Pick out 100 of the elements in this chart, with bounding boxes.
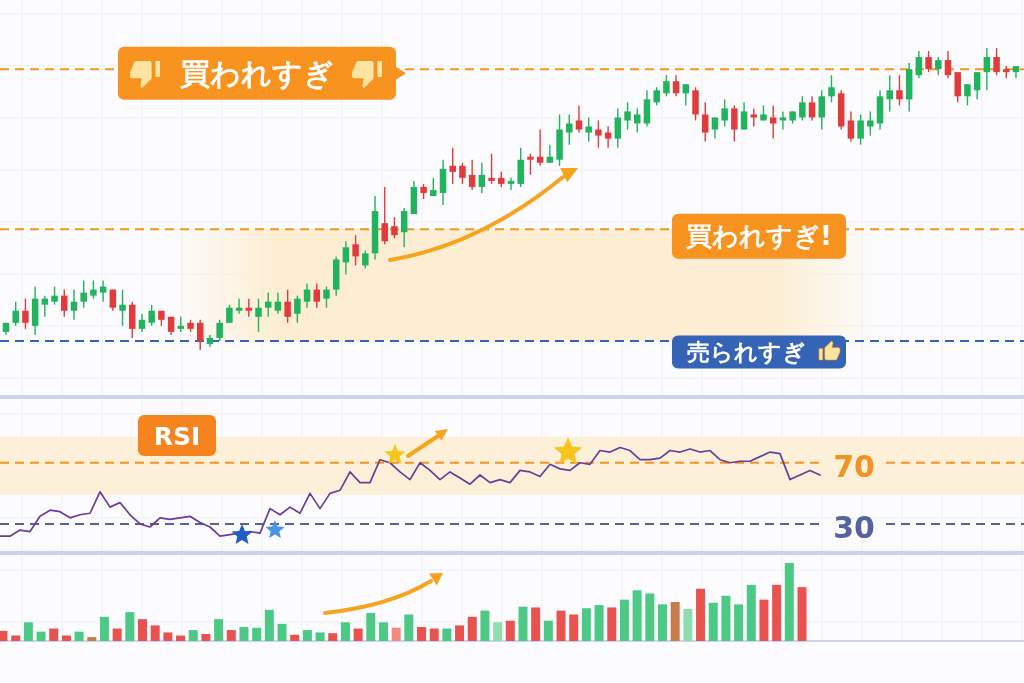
candlestick xyxy=(818,89,826,131)
bar xyxy=(632,590,642,641)
candlestick xyxy=(235,297,243,315)
candlestick xyxy=(915,50,923,79)
candlestick xyxy=(449,146,456,185)
candlestick xyxy=(847,110,855,143)
candlestick xyxy=(721,98,728,128)
candlestick xyxy=(828,74,835,104)
bar xyxy=(11,635,21,641)
candlestick xyxy=(303,282,311,309)
candlestick xyxy=(342,240,350,276)
bar xyxy=(645,593,655,641)
candlestick xyxy=(566,113,573,146)
candlestick xyxy=(653,86,660,107)
candlestick xyxy=(430,177,437,197)
bar xyxy=(328,633,338,641)
candlestick xyxy=(799,95,806,122)
ref-line-label: 買われすぎ! xyxy=(686,221,832,252)
candlestick xyxy=(313,282,321,309)
candlestick xyxy=(488,153,495,185)
bar xyxy=(315,632,325,641)
candlestick xyxy=(614,107,622,149)
candlestick xyxy=(264,291,272,318)
candlestick xyxy=(41,294,49,318)
y-tick-label: 70 xyxy=(833,449,875,485)
bar xyxy=(505,620,515,641)
candlestick xyxy=(507,177,515,191)
bar xyxy=(531,607,541,641)
bar xyxy=(138,619,148,641)
candlestick xyxy=(857,113,864,146)
bar xyxy=(607,607,617,641)
candlestick xyxy=(808,95,816,122)
candlestick xyxy=(585,116,592,143)
bar xyxy=(683,609,693,641)
candlestick xyxy=(245,297,253,318)
candlestick xyxy=(294,294,301,324)
candlestick xyxy=(400,207,408,249)
bar xyxy=(239,626,249,641)
ref-line-label: 買われすぎ xyxy=(180,55,334,91)
bar xyxy=(176,635,186,641)
candlestick xyxy=(138,313,146,333)
bar xyxy=(61,635,71,641)
bar xyxy=(277,623,287,641)
candlestick xyxy=(226,304,233,324)
candlestick xyxy=(148,304,155,327)
bar xyxy=(797,587,807,641)
bar xyxy=(746,584,756,641)
bar xyxy=(366,612,376,641)
candlestick xyxy=(536,128,544,167)
candlestick xyxy=(284,288,291,324)
bar xyxy=(290,634,300,641)
candlestick xyxy=(925,50,932,73)
candlestick xyxy=(711,116,719,140)
text: RSI xyxy=(153,421,201,450)
candlestick xyxy=(468,159,476,191)
bar xyxy=(696,588,706,641)
candlestick xyxy=(196,319,204,351)
bar xyxy=(36,631,46,641)
candlestick xyxy=(99,279,107,303)
candlestick xyxy=(177,316,185,333)
bar xyxy=(556,610,566,641)
candlestick xyxy=(663,74,670,98)
candlestick xyxy=(750,107,758,128)
bar xyxy=(734,604,744,641)
candlestick xyxy=(886,74,893,113)
candlestick xyxy=(12,300,19,327)
bar xyxy=(150,625,160,641)
bar xyxy=(569,614,579,641)
candlestick xyxy=(867,110,874,137)
candlestick xyxy=(604,125,612,149)
bar xyxy=(23,622,33,641)
ref-line-label: 売られすぎ xyxy=(686,338,806,365)
candlestick xyxy=(993,47,1000,76)
candlestick xyxy=(672,74,680,98)
candlestick xyxy=(935,56,942,76)
bar xyxy=(74,631,84,641)
bar xyxy=(99,616,109,641)
candlestick xyxy=(459,162,466,185)
candlestick xyxy=(575,104,583,134)
candlestick xyxy=(944,50,952,79)
candlestick xyxy=(323,285,330,309)
bar xyxy=(657,604,667,641)
bar xyxy=(708,602,718,641)
candlestick xyxy=(216,319,223,342)
bar xyxy=(772,584,782,641)
bar xyxy=(784,563,794,641)
bar xyxy=(214,619,224,641)
candlestick xyxy=(22,297,29,330)
bar xyxy=(340,622,350,641)
bar xyxy=(493,622,503,641)
bar xyxy=(429,628,439,641)
bar xyxy=(759,599,769,641)
candlestick xyxy=(731,104,738,143)
bar xyxy=(378,622,388,641)
candlestick xyxy=(595,119,602,149)
bar xyxy=(188,630,198,641)
bar xyxy=(201,633,211,641)
bar xyxy=(163,632,173,641)
candlestick xyxy=(352,234,359,267)
candlestick xyxy=(70,288,78,321)
